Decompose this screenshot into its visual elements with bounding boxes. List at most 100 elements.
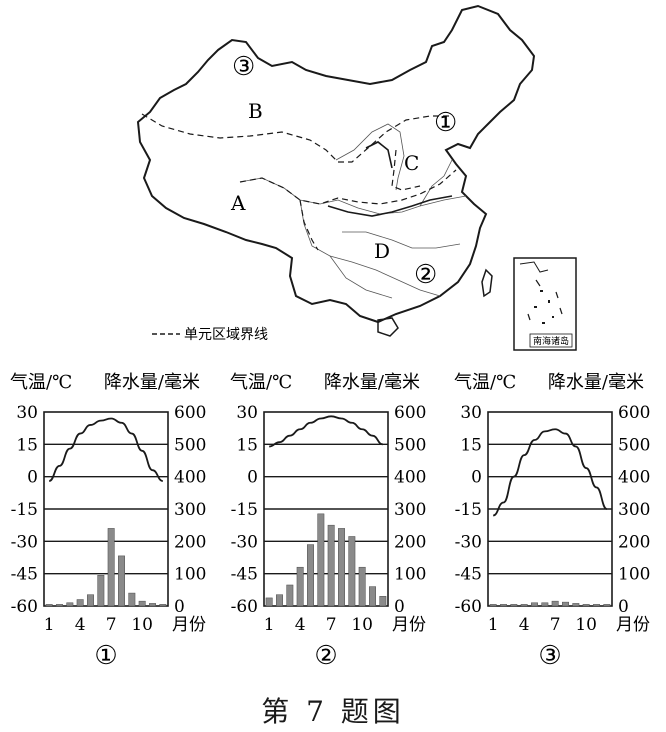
temperature-line bbox=[48, 417, 164, 482]
precip-bar bbox=[128, 592, 136, 607]
precip-bar bbox=[276, 594, 283, 607]
chart-number: ① bbox=[94, 641, 117, 671]
precip-bar bbox=[510, 604, 518, 607]
precip-bar bbox=[66, 602, 74, 607]
right-tick-label: 600 bbox=[618, 403, 650, 423]
station-marker-2: ② bbox=[414, 260, 437, 290]
right-tick-label: 0 bbox=[618, 597, 629, 617]
month-tick-label: 7 bbox=[106, 615, 117, 635]
precip-bar bbox=[348, 536, 356, 607]
month-tick-label: 7 bbox=[550, 615, 561, 635]
precip-bar bbox=[562, 601, 569, 607]
precip-bar bbox=[582, 604, 590, 607]
china-region-map: A B C D ① ② ③ 单元区域界线 南海诸岛 bbox=[136, 4, 577, 351]
station-marker-3: ③ bbox=[232, 52, 255, 82]
right-tick-label: 200 bbox=[394, 532, 426, 552]
right-tick-label: 500 bbox=[394, 435, 426, 455]
temperature-line bbox=[492, 428, 608, 517]
right-axis-label: 降水量/毫米 bbox=[548, 372, 644, 393]
precip-bar bbox=[307, 544, 314, 607]
right-tick-label: 400 bbox=[618, 468, 650, 488]
precip-bar bbox=[603, 604, 611, 607]
right-axis-label: 降水量/毫米 bbox=[324, 372, 420, 393]
precip-bar bbox=[118, 555, 125, 607]
station-marker-1: ① bbox=[434, 108, 457, 138]
region-label-a: A bbox=[230, 191, 246, 215]
precip-bar bbox=[358, 566, 366, 607]
hainan-island bbox=[377, 317, 399, 337]
precip-bar bbox=[541, 602, 549, 607]
left-tick-label: -45 bbox=[231, 565, 258, 585]
precip-bar bbox=[149, 603, 156, 607]
left-tick-label: -30 bbox=[455, 532, 482, 552]
region-label-b: B bbox=[248, 99, 263, 123]
precip-bar bbox=[338, 528, 345, 607]
left-axis-label: 气温/℃ bbox=[230, 372, 292, 393]
left-tick-label: -60 bbox=[455, 597, 482, 617]
month-tick-label: 1 bbox=[44, 615, 55, 635]
precip-bar bbox=[317, 513, 325, 607]
month-tick-label: 1 bbox=[264, 615, 275, 635]
figure-caption: 第 7 题图 bbox=[261, 695, 405, 728]
precip-bar bbox=[76, 599, 84, 607]
precip-bar bbox=[97, 575, 105, 607]
month-unit-label: 月份 bbox=[172, 615, 206, 635]
left-axis-label: 气温/℃ bbox=[454, 372, 516, 393]
left-tick-label: 30 bbox=[460, 403, 482, 423]
temperature-line bbox=[269, 415, 384, 448]
left-tick-label: -15 bbox=[455, 500, 482, 520]
left-tick-label: 0 bbox=[27, 468, 38, 488]
precip-bar bbox=[265, 597, 273, 607]
precip-bar bbox=[593, 604, 600, 607]
right-tick-label: 200 bbox=[618, 532, 650, 552]
right-tick-label: 300 bbox=[394, 500, 426, 520]
right-tick-label: 100 bbox=[174, 565, 206, 585]
south-china-sea-inset: 南海诸岛 bbox=[513, 257, 577, 351]
month-tick-label: 4 bbox=[295, 615, 306, 635]
precip-bar bbox=[572, 603, 580, 607]
precip-bar bbox=[296, 566, 304, 607]
right-tick-label: 600 bbox=[394, 403, 426, 423]
precip-bar bbox=[379, 596, 387, 607]
precip-bar bbox=[327, 524, 335, 607]
precip-bar bbox=[286, 584, 294, 607]
right-tick-label: 200 bbox=[174, 532, 206, 552]
left-tick-label: 15 bbox=[236, 435, 258, 455]
left-tick-label: -30 bbox=[11, 532, 38, 552]
left-tick-label: 30 bbox=[236, 403, 258, 423]
precip-bar bbox=[138, 600, 146, 607]
left-tick-label: 15 bbox=[460, 435, 482, 455]
precip-bar bbox=[87, 594, 94, 607]
country-outline bbox=[136, 4, 536, 324]
left-tick-label: -60 bbox=[231, 597, 258, 617]
left-tick-label: -60 bbox=[11, 597, 38, 617]
taiwan-island bbox=[481, 268, 493, 298]
month-tick-label: 7 bbox=[326, 615, 337, 635]
left-tick-label: 0 bbox=[471, 468, 482, 488]
region-label-c: C bbox=[404, 151, 419, 175]
month-tick-label: 4 bbox=[519, 615, 530, 635]
right-tick-label: 500 bbox=[174, 435, 206, 455]
left-tick-label: 15 bbox=[16, 435, 38, 455]
region-label-d: D bbox=[374, 239, 390, 263]
right-tick-label: 400 bbox=[174, 468, 206, 488]
precip-bar bbox=[500, 604, 507, 607]
right-tick-label: 300 bbox=[618, 500, 650, 520]
left-axis-label: 气温/℃ bbox=[10, 372, 72, 393]
month-unit-label: 月份 bbox=[392, 615, 426, 635]
right-tick-label: 600 bbox=[174, 403, 206, 423]
chart-number: ② bbox=[314, 641, 337, 671]
left-tick-label: -45 bbox=[455, 565, 482, 585]
right-tick-label: 100 bbox=[618, 565, 650, 585]
left-tick-label: -15 bbox=[11, 500, 38, 520]
right-tick-label: 100 bbox=[394, 565, 426, 585]
month-tick-label: 4 bbox=[75, 615, 86, 635]
legend-label: 单元区域界线 bbox=[184, 327, 268, 343]
precip-bar bbox=[45, 604, 53, 607]
left-tick-label: -30 bbox=[231, 532, 258, 552]
precip-bar bbox=[551, 600, 559, 607]
precip-bar bbox=[520, 604, 528, 607]
month-tick-label: 10 bbox=[351, 615, 373, 635]
right-axis-label: 降水量/毫米 bbox=[104, 372, 200, 393]
climate-charts: 气温/℃ 降水量/毫米30150-15-30-45-606005004003002… bbox=[10, 372, 650, 671]
